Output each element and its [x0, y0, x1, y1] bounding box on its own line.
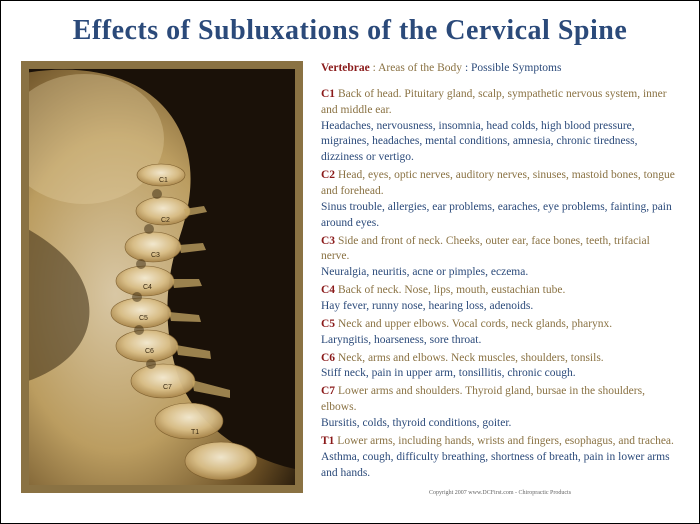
xray-vertebra-label: C2	[161, 217, 170, 224]
xray-vertebra-label: C6	[145, 348, 154, 355]
vertebra-entry: C3 Side and front of neck. Cheeks, outer…	[321, 234, 679, 282]
xray-vertebra-label: C1	[159, 177, 168, 184]
content-row: C1 C2 C3 C4 C5 C6 C7 T1 Vertebrae : Areas of th…	[21, 61, 679, 498]
vertebra-symptoms: Laryngitis, hoarseness, sore throat.	[321, 334, 481, 346]
legend-sep1: :	[370, 62, 378, 74]
xray-vertebra-label: C4	[143, 284, 152, 291]
vertebra-label: C2	[321, 169, 335, 181]
vertebra-entry: C1 Back of head. Pituitary gland, scalp,…	[321, 87, 679, 166]
vertebra-areas: Neck and upper elbows. Vocal cords, neck…	[338, 318, 612, 330]
vertebra-areas: Back of head. Pituitary gland, scalp, sy…	[321, 88, 667, 116]
xray-image-frame: C1 C2 C3 C4 C5 C6 C7 T1	[21, 61, 303, 493]
vertebra-label: C5	[321, 318, 335, 330]
vertebra-areas: Back of neck. Nose, lips, mouth, eustach…	[338, 284, 565, 296]
vertebra-symptoms: Stiff neck, pain in upper arm, tonsillit…	[321, 367, 576, 379]
vertebra-areas: Side and front of neck. Cheeks, outer ea…	[321, 235, 650, 263]
legend-vertebrae: Vertebrae	[321, 62, 370, 74]
vertebra-entry: T1 Lower arms, including hands, wrists a…	[321, 434, 679, 482]
vertebra-entry: C4 Back of neck. Nose, lips, mouth, eust…	[321, 283, 679, 315]
page-title: Effects of Subluxations of the Cervical …	[21, 15, 679, 47]
text-column: Vertebrae : Areas of the Body : Possible…	[321, 61, 679, 498]
vertebra-areas: Head, eyes, optic nerves, auditory nerve…	[321, 169, 675, 197]
vertebra-symptoms: Neuralgia, neuritis, acne or pimples, ec…	[321, 266, 528, 278]
vertebra-areas: Lower arms, including hands, wrists and …	[337, 435, 674, 447]
vertebra-symptoms: Hay fever, runny nose, hearing loss, ade…	[321, 300, 533, 312]
copyright-text: Copyright 2007 www.DCFirst.com - Chiropr…	[321, 489, 679, 497]
vertebra-entry: C6 Neck, arms and elbows. Neck muscles, …	[321, 351, 679, 383]
legend-row: Vertebrae : Areas of the Body : Possible…	[321, 61, 679, 77]
legend-sep2: :	[462, 62, 471, 74]
legend-symptoms: Possible Symptoms	[471, 62, 561, 74]
vertebra-symptoms: Asthma, cough, difficulty breathing, sho…	[321, 451, 670, 479]
vertebra-symptoms: Headaches, nervousness, insomnia, head c…	[321, 120, 637, 164]
xray-vertebra-label: T1	[191, 429, 199, 436]
xray-vertebra-label: C5	[139, 315, 148, 322]
vertebra-areas: Neck, arms and elbows. Neck muscles, sho…	[338, 352, 604, 364]
vertebra-label: C3	[321, 235, 335, 247]
vertebra-entry: C5 Neck and upper elbows. Vocal cords, n…	[321, 317, 679, 349]
vertebra-symptoms: Bursitis, colds, thyroid conditions, goi…	[321, 417, 511, 429]
xray-illustration	[29, 69, 295, 485]
entries-list: C1 Back of head. Pituitary gland, scalp,…	[321, 87, 679, 482]
xray-vertebra-label: C3	[151, 252, 160, 259]
vertebra-entry: C7 Lower arms and shoulders. Thyroid gla…	[321, 384, 679, 432]
vertebra-label: C6	[321, 352, 335, 364]
vertebra-entry: C2 Head, eyes, optic nerves, auditory ne…	[321, 168, 679, 231]
vertebra-symptoms: Sinus trouble, allergies, ear problems, …	[321, 201, 672, 229]
legend-areas: Areas of the Body	[378, 62, 462, 74]
vertebra-label: C1	[321, 88, 335, 100]
xray-vertebra-label: C7	[163, 384, 172, 391]
vertebra-label: C4	[321, 284, 335, 296]
vertebra-label: C7	[321, 385, 335, 397]
vertebra-label: T1	[321, 435, 334, 447]
vertebra-areas: Lower arms and shoulders. Thyroid gland,…	[321, 385, 645, 413]
